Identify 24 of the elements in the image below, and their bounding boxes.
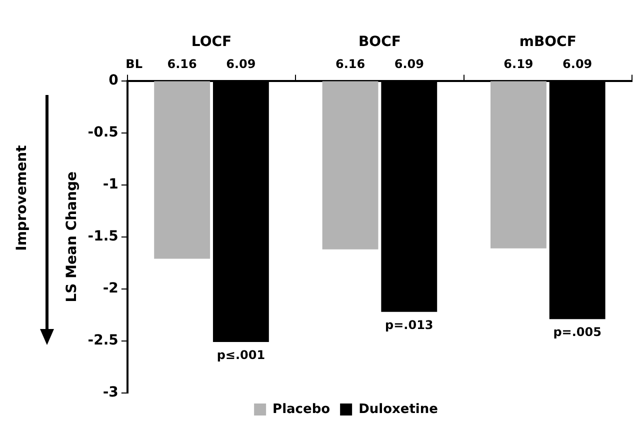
annotation: 6.16 <box>167 56 197 71</box>
annotation: p≤.001 <box>216 348 266 362</box>
y-tick-label: -1 <box>102 176 118 193</box>
text: BL <box>126 56 143 71</box>
text: Improvement <box>14 144 30 253</box>
y-tick-label: 0 <box>108 72 119 88</box>
y-tick-label: -0.5 <box>88 124 118 140</box>
legend-label: Duloxetine <box>358 402 438 417</box>
y-tick-label: -1.5 <box>88 228 118 245</box>
annotation: p=.005 <box>553 325 602 340</box>
x-tick-label: mBOCF <box>519 34 576 50</box>
annotation: 6.09 <box>394 56 424 71</box>
x-tick-label: LOCF <box>191 34 232 50</box>
annotation: 6.16 <box>335 56 366 71</box>
annotation: p=.013 <box>385 318 434 332</box>
y-tick-label: -3 <box>102 384 118 401</box>
legend-label: Placebo <box>272 402 330 417</box>
annotation: 6.09 <box>226 56 256 71</box>
y-tick-label: -2 <box>102 280 118 297</box>
y-tick-label: -2.5 <box>88 332 118 349</box>
y-axis-title: LS Mean Change <box>64 172 80 302</box>
x-tick-label: BOCF <box>358 34 401 50</box>
annotation: 6.19 <box>504 56 534 71</box>
annotation: 6.09 <box>562 56 592 71</box>
